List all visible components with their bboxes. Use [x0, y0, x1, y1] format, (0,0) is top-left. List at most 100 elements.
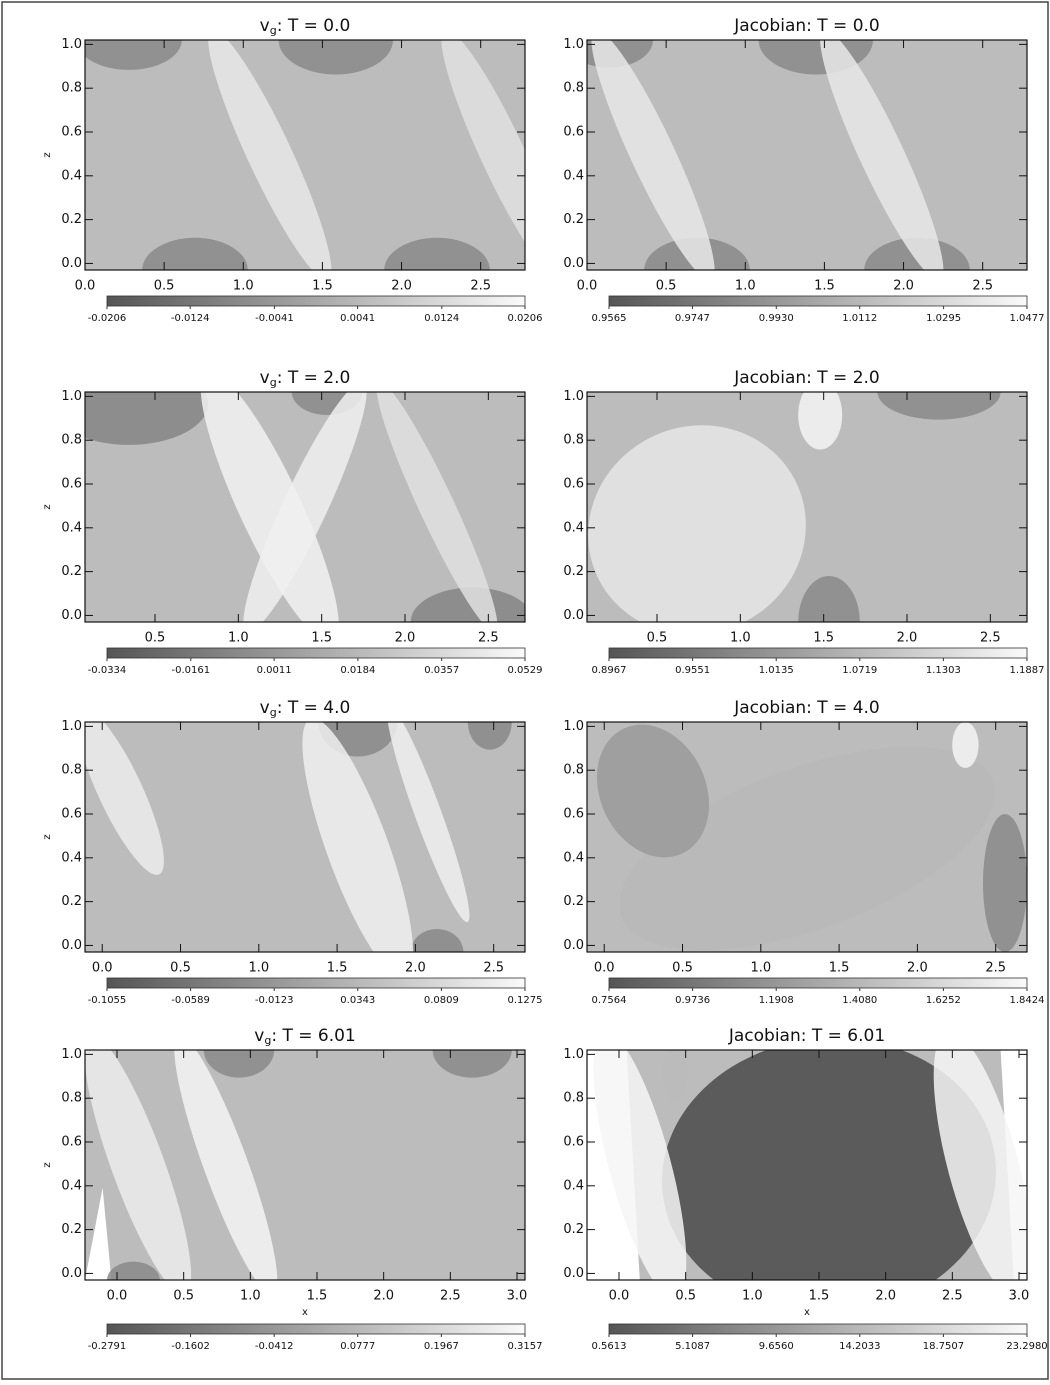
contour-shape — [203, 1050, 275, 1078]
panel-title: vg: T = 0.0 — [260, 16, 351, 37]
colorbar-tick-label: -0.0161 — [171, 665, 210, 676]
panel: Jacobian: T = 4.0 0.0 0.2 0.4 0.6 0.8 1.0 0.0 0.… — [563, 698, 1044, 1006]
plot-border — [586, 1049, 1028, 1281]
y-tick-label: 1.0 — [563, 389, 584, 404]
colorbar-tick-label: 1.6252 — [926, 995, 961, 1006]
contour-shape — [174, 1050, 278, 1280]
colorbar-tick-label: 5.1087 — [675, 1341, 710, 1352]
title-var: v — [260, 698, 270, 718]
x-tick-label: 2.0 — [391, 279, 412, 294]
contour-shape — [593, 1050, 687, 1280]
x-tick-label: 1.0 — [248, 961, 269, 976]
contour-shape — [278, 40, 393, 75]
contour-field — [85, 722, 512, 952]
y-tick-label: 1.0 — [563, 1047, 584, 1062]
contour-shape — [386, 722, 470, 923]
colorbar-tick-label: 0.0357 — [424, 665, 459, 676]
colorbar-tick-label: 1.0477 — [1010, 313, 1045, 324]
colorbar-tick-label: 0.9747 — [675, 313, 710, 324]
plot-border — [586, 39, 1028, 271]
colorbar-tick-label: -0.0041 — [255, 313, 294, 324]
plot-border — [84, 39, 526, 271]
colorbar-tick-label: 0.1275 — [508, 995, 543, 1006]
y-tick-label: 0.8 — [61, 433, 82, 448]
x-tick-label: 1.0 — [233, 279, 254, 294]
y-tick-label: 0.4 — [61, 168, 82, 183]
title-text: : T = 2.0 — [277, 368, 351, 388]
colorbar-tick-label: 1.1887 — [1010, 665, 1045, 676]
contour-shape — [243, 392, 367, 622]
contour-shape — [877, 392, 1001, 420]
x-tick-label: 1.5 — [809, 1289, 830, 1304]
x-tick-label: 2.5 — [942, 1289, 963, 1304]
y-tick-label: 0.6 — [61, 125, 82, 140]
plot-border — [586, 721, 1028, 953]
x-axis-label: x — [302, 1307, 308, 1318]
x-tick-label: 2.0 — [373, 1289, 394, 1304]
colorbar-tick-label: 0.3157 — [508, 1341, 543, 1352]
colorbar-tick-label: -0.1602 — [171, 1341, 210, 1352]
title-var: v — [260, 16, 270, 36]
colorbar-tick-label: 0.8967 — [592, 665, 627, 676]
x-tick-label: 1.5 — [311, 631, 332, 646]
contour-shape — [410, 929, 464, 952]
y-tick-label: 0.0 — [61, 1266, 82, 1281]
x-tick-label: 1.0 — [742, 1289, 763, 1304]
contour-shape — [441, 40, 525, 270]
contour-shape — [798, 392, 843, 450]
y-axis-label: z — [42, 504, 53, 509]
x-tick-label: 2.5 — [478, 631, 499, 646]
x-tick-label: 1.0 — [730, 631, 751, 646]
y-tick-label: 0.2 — [61, 564, 82, 579]
colorbar-tick-label: -0.0123 — [255, 995, 294, 1006]
y-tick-label: 0.6 — [563, 125, 584, 140]
colorbar-tick-label: 0.0206 — [508, 313, 543, 324]
x-tick-label: 0.0 — [609, 1289, 630, 1304]
y-tick-label: 0.2 — [61, 212, 82, 227]
colorbar — [106, 647, 526, 659]
title-sub: g — [264, 1034, 271, 1047]
colorbar-tick-label: 18.7507 — [923, 1341, 964, 1352]
title-text: : T = 0.0 — [277, 16, 351, 36]
colorbar — [106, 1323, 526, 1335]
y-tick-label: 0.6 — [61, 1135, 82, 1150]
contour-field — [85, 40, 525, 270]
y-tick-label: 0.4 — [563, 520, 584, 535]
x-tick-label: 0.5 — [145, 631, 166, 646]
y-tick-label: 0.8 — [61, 81, 82, 96]
colorbar — [608, 647, 1028, 659]
colorbar-tick-label: -0.0589 — [171, 995, 210, 1006]
x-tick-label: 3.0 — [507, 1289, 528, 1304]
colorbar — [106, 977, 526, 989]
x-tick-label: 0.0 — [92, 961, 113, 976]
plot-border — [84, 721, 526, 953]
y-tick-label: 0.4 — [61, 850, 82, 865]
y-tick-label: 0.2 — [61, 1222, 82, 1237]
y-tick-label: 1.0 — [61, 1047, 82, 1062]
contour-field — [85, 392, 525, 622]
x-tick-label: 1.5 — [829, 961, 850, 976]
contour-shape — [661, 1050, 689, 1101]
colorbar-tick-label: 23.2980 — [1006, 1341, 1047, 1352]
x-tick-label: 2.5 — [985, 961, 1006, 976]
contour-field — [587, 1050, 1027, 1280]
contour-shape — [591, 40, 715, 270]
title-text: : T = 4.0 — [277, 698, 351, 718]
x-tick-label: 2.0 — [907, 961, 928, 976]
y-tick-label: 0.2 — [563, 894, 584, 909]
x-tick-label: 2.5 — [483, 961, 504, 976]
plot-border — [84, 391, 526, 623]
y-tick-label: 0.0 — [61, 938, 82, 953]
x-tick-label: 0.0 — [594, 961, 615, 976]
y-tick-label: 0.4 — [563, 850, 584, 865]
colorbar-tick-label: -0.2791 — [88, 1341, 127, 1352]
y-tick-label: 0.8 — [61, 763, 82, 778]
colorbar-tick-label: 0.9736 — [675, 995, 710, 1006]
colorbar-tick-label: 1.1908 — [759, 995, 794, 1006]
x-tick-label: 1.0 — [735, 279, 756, 294]
x-tick-label: 0.5 — [170, 961, 191, 976]
x-tick-label: 1.0 — [228, 631, 249, 646]
x-tick-label: 1.5 — [327, 961, 348, 976]
panel: Jacobian: T = 2.0 0.0 0.2 0.4 0.6 0.8 1.0 0.5 1.… — [563, 368, 1045, 676]
colorbar-tick-label: 1.0135 — [759, 665, 794, 676]
